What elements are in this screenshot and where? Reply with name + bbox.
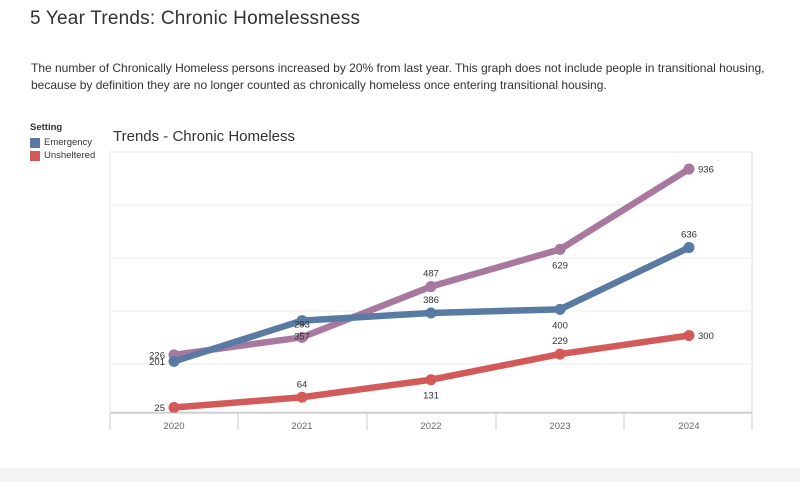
x-tick-label: 2024	[678, 421, 699, 432]
data-point[interactable]	[554, 303, 566, 315]
data-point[interactable]	[168, 401, 180, 413]
data-point[interactable]	[296, 391, 308, 403]
legend-swatch-unsheltered	[30, 150, 40, 161]
data-label: 400	[552, 320, 568, 331]
data-point[interactable]	[683, 242, 695, 254]
legend-label-unsheltered: Unsheltered	[44, 150, 96, 161]
data-label: 629	[552, 260, 568, 271]
legend-label-emergency: Emergency	[44, 137, 93, 148]
footer-band	[0, 468, 800, 482]
data-point[interactable]	[554, 243, 566, 255]
data-label: 293	[294, 319, 310, 330]
page-description: The number of Chronically Homeless perso…	[31, 61, 765, 92]
data-point[interactable]	[168, 355, 180, 367]
data-label: 636	[681, 230, 697, 241]
data-label: 936	[698, 165, 714, 176]
data-point[interactable]	[296, 331, 308, 343]
chart-data-labels: 226 293 487 629 936 201 357 386 400 636 25 64 131 229…	[149, 165, 714, 414]
data-label: 25	[154, 403, 165, 414]
data-label: 386	[423, 295, 439, 306]
chart-title: Trends - Chronic Homeless	[113, 128, 295, 145]
data-point[interactable]	[554, 348, 566, 360]
page-title: 5 Year Trends: Chronic Homelessness	[30, 8, 361, 29]
chart-grid	[109, 151, 753, 413]
plot-area	[109, 151, 753, 413]
legend-swatch-emergency	[30, 137, 40, 148]
legend-title: Setting	[30, 122, 63, 133]
data-point[interactable]	[425, 307, 437, 319]
data-point[interactable]	[425, 281, 437, 293]
legend-item-emergency[interactable]: Emergency	[30, 136, 95, 149]
data-point[interactable]	[296, 315, 308, 327]
data-point[interactable]	[425, 374, 437, 386]
x-axis: 2020 2021 2022 2023 2024	[109, 412, 753, 432]
x-tick-label: 2020	[163, 421, 184, 432]
data-label: 487	[423, 269, 439, 280]
data-label: 64	[297, 379, 308, 390]
data-label: 300	[698, 331, 714, 342]
x-tick-label: 2023	[549, 421, 570, 432]
data-label: 229	[552, 336, 568, 347]
data-label: 357	[294, 332, 310, 343]
x-tick-label: 2021	[291, 421, 312, 432]
x-tick-label: 2022	[420, 421, 441, 432]
data-label: 201	[149, 357, 165, 368]
data-point[interactable]	[683, 329, 695, 341]
data-label: 226	[149, 350, 165, 361]
series-line	[170, 165, 693, 359]
legend-item-unsheltered[interactable]: Unsheltered	[30, 149, 95, 162]
chart-series	[168, 163, 695, 413]
legend: Setting Emergency Unsheltered	[30, 122, 95, 162]
data-point[interactable]	[683, 163, 695, 175]
data-label: 131	[423, 391, 439, 402]
